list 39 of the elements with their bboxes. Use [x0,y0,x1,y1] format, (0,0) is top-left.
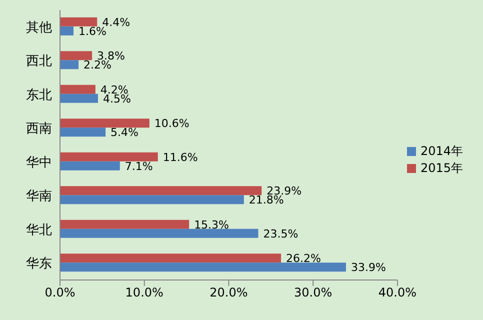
legend-label: 2014年 [420,144,463,158]
legend-label: 2015年 [420,161,463,175]
y-tick-label: 其他 [26,20,52,36]
data-label: 23.5% [263,227,298,240]
bar [60,84,96,94]
bar [60,161,120,170]
bar [60,228,258,238]
bar [60,186,262,196]
y-tick-label: 东北 [26,88,52,103]
data-label: 26.2% [286,252,321,266]
x-tick-label: 20.0% [210,286,248,300]
x-tick-label: 40.0% [378,286,417,300]
data-label: 33.9% [350,261,386,274]
y-tick-label: 华东 [26,256,52,272]
data-label: 5.4% [110,126,139,140]
bar [60,128,106,137]
y-tick-label: 华南 [26,189,52,204]
y-tick-label: 华北 [26,222,52,238]
bar [60,17,98,26]
y-tick-label: 西南 [26,122,52,137]
x-tick-label: 0.0% [44,286,76,300]
y-tick-label: 华中 [26,155,52,170]
data-label: 11.6% [162,150,198,164]
y-tick-label: 西北 [26,54,52,70]
bar [60,220,190,229]
bar [60,26,74,36]
bar [60,60,79,70]
bar [60,254,282,263]
x-tick-label: 10.0% [125,286,164,300]
bar [60,51,92,60]
data-label: 15.3% [194,218,230,232]
data-label: 10.6% [154,117,190,130]
data-label: 7.1% [124,160,153,173]
x-tick-label: 30.0% [294,286,332,300]
bar [60,118,150,128]
bar [60,262,346,272]
bar [60,152,158,162]
bar [60,195,244,204]
bar [60,94,98,103]
